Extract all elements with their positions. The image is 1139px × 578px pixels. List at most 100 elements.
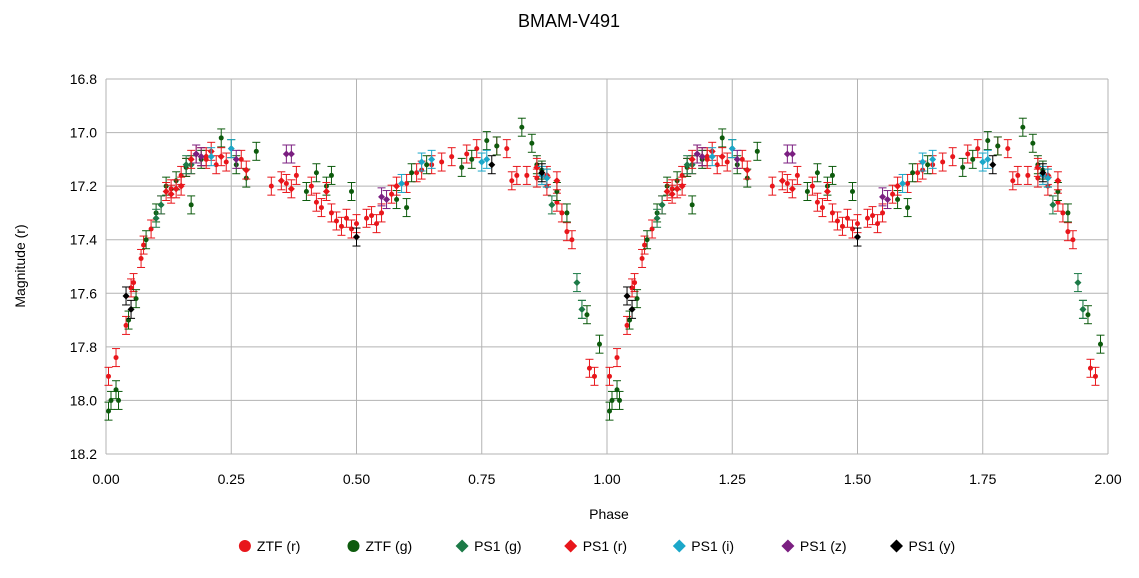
data-point xyxy=(689,202,695,208)
data-point xyxy=(424,162,430,168)
data-point xyxy=(514,172,520,178)
data-point xyxy=(364,215,370,221)
data-point xyxy=(369,213,375,219)
data-point xyxy=(854,233,861,241)
data-point xyxy=(167,190,175,198)
data-point xyxy=(157,201,165,209)
data-point xyxy=(1015,172,1021,178)
data-point xyxy=(409,170,415,176)
legend-item: ZTF (g) xyxy=(347,538,412,554)
data-point xyxy=(177,182,185,190)
data-point xyxy=(910,170,916,176)
grid xyxy=(105,78,1109,455)
data-point xyxy=(379,210,385,216)
data-point xyxy=(293,172,299,178)
data-point xyxy=(152,214,160,222)
data-point xyxy=(965,151,971,157)
data-point xyxy=(584,312,590,318)
data-point xyxy=(1030,140,1036,146)
data-point xyxy=(628,305,636,313)
data-point xyxy=(950,154,956,160)
data-point xyxy=(509,178,515,184)
data-point xyxy=(970,156,976,162)
data-point xyxy=(995,143,1001,149)
data-point xyxy=(829,172,835,178)
data-point xyxy=(653,214,661,222)
data-point xyxy=(192,150,200,158)
data-point xyxy=(1034,163,1042,171)
data-point xyxy=(283,180,289,186)
data-point xyxy=(428,155,436,163)
data-point xyxy=(524,172,530,178)
data-point xyxy=(123,322,129,328)
data-point xyxy=(849,189,855,194)
data-point xyxy=(287,150,295,158)
data-point xyxy=(673,185,681,193)
data-point xyxy=(683,161,691,169)
data-point xyxy=(1079,305,1087,313)
data-point xyxy=(393,182,401,190)
data-point xyxy=(743,166,751,174)
data-point xyxy=(1070,237,1076,243)
data-point xyxy=(1087,365,1093,371)
data-point xyxy=(989,161,997,169)
data-point xyxy=(116,397,122,403)
legend-label: PS1 (g) xyxy=(474,538,521,554)
data-point xyxy=(644,237,650,243)
y-tick-label: 16.8 xyxy=(70,71,97,87)
data-point xyxy=(227,145,235,153)
data-point xyxy=(668,190,676,198)
series-3 xyxy=(162,141,1062,204)
data-point xyxy=(1025,172,1031,178)
data-point xyxy=(829,210,835,216)
data-point xyxy=(253,148,259,154)
data-point xyxy=(573,279,581,287)
data-point xyxy=(172,185,180,193)
data-point xyxy=(242,166,250,174)
y-tick-label: 17.6 xyxy=(70,285,97,301)
data-point xyxy=(564,210,570,216)
data-point xyxy=(718,153,726,161)
data-point xyxy=(834,218,840,224)
data-point xyxy=(328,172,334,178)
data-point xyxy=(328,210,334,216)
data-point xyxy=(1065,210,1071,216)
data-point xyxy=(642,242,648,248)
data-point xyxy=(519,124,525,130)
x-axis-label: Phase xyxy=(589,506,629,522)
data-point xyxy=(449,154,455,160)
data-point xyxy=(728,145,736,153)
data-point xyxy=(879,193,887,201)
x-tick-label: 1.25 xyxy=(719,471,746,487)
legend-marker xyxy=(564,539,578,553)
x-tick-label: 1.75 xyxy=(969,471,996,487)
data-point xyxy=(483,155,491,163)
data-point xyxy=(1039,169,1047,177)
data-point xyxy=(106,373,112,379)
data-point xyxy=(849,226,855,232)
data-point xyxy=(318,205,324,211)
data-point xyxy=(784,180,790,186)
data-point xyxy=(794,172,800,178)
legend-label: PS1 (r) xyxy=(583,538,627,554)
data-point xyxy=(839,223,845,229)
y-tick-label: 18.0 xyxy=(70,392,97,408)
data-point xyxy=(122,292,130,300)
legend-label: PS1 (z) xyxy=(800,538,847,554)
x-tick-label: 1.50 xyxy=(844,471,871,487)
data-point xyxy=(940,159,946,165)
legend-label: PS1 (i) xyxy=(691,538,734,554)
data-point xyxy=(960,164,966,170)
data-point xyxy=(663,188,671,195)
y-tick-label: 17.2 xyxy=(70,178,97,194)
data-point xyxy=(1097,341,1103,347)
data-point xyxy=(658,201,666,209)
plot-area xyxy=(104,117,1105,421)
y-tick-label: 18.2 xyxy=(70,446,97,462)
data-point xyxy=(322,188,330,195)
x-tick-label: 0.00 xyxy=(92,471,119,487)
data-point xyxy=(223,159,229,165)
data-point xyxy=(313,170,319,176)
data-point xyxy=(804,189,810,194)
data-point xyxy=(754,148,760,154)
